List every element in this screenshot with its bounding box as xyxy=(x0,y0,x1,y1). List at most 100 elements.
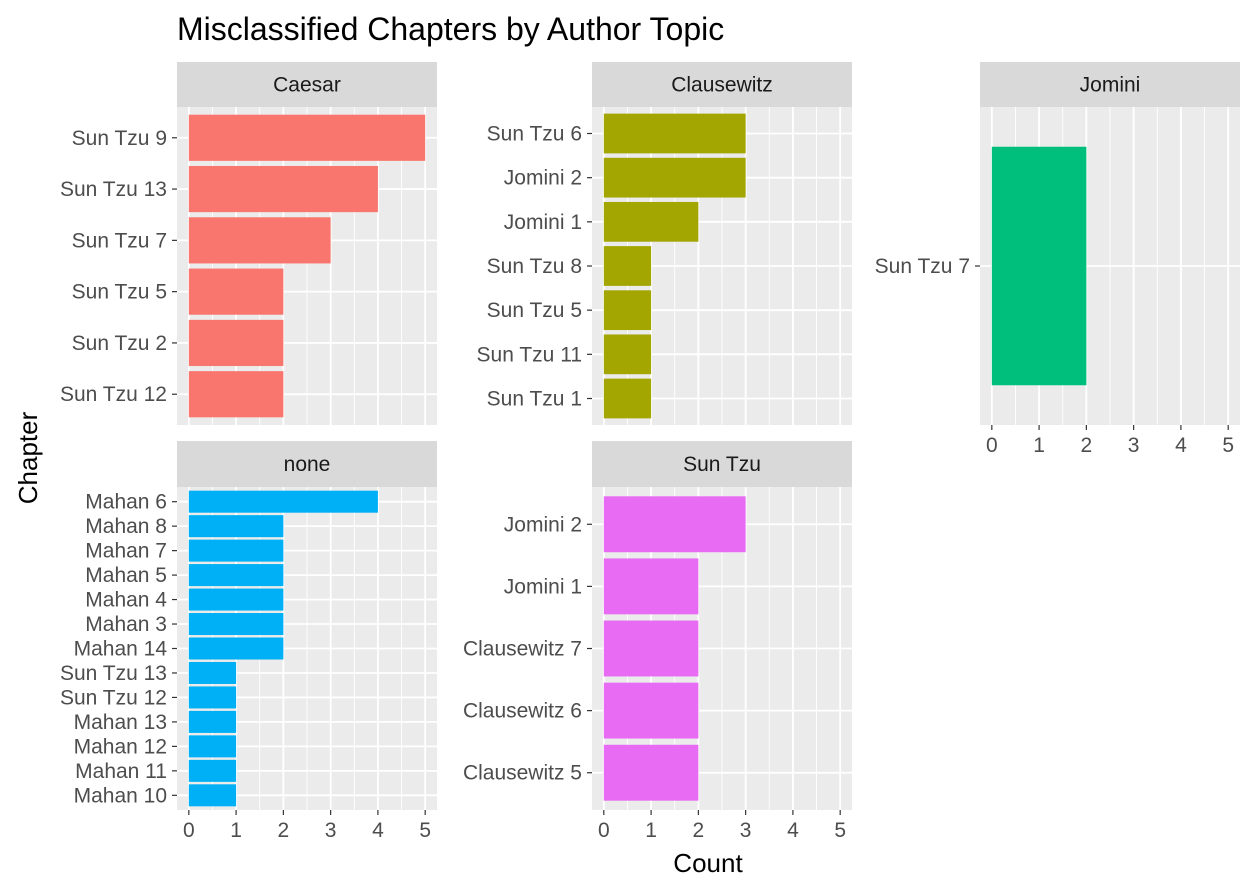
y-tick-label: Mahan 5 xyxy=(85,564,167,587)
y-tick-label: Sun Tzu 13 xyxy=(60,178,167,201)
bar xyxy=(188,637,284,660)
facet-jomini: Jomini Sun Tzu 7 0 1 2 3 4 5 xyxy=(875,62,1240,457)
y-tick-label: Mahan 3 xyxy=(85,613,167,636)
x-tick-label: 4 xyxy=(372,819,384,842)
x-tick-label: 3 xyxy=(1128,434,1140,457)
x-tick-label: 2 xyxy=(278,819,290,842)
bar xyxy=(188,114,426,161)
bar xyxy=(188,735,237,758)
y-tick-label: Sun Tzu 7 xyxy=(875,255,970,278)
x-tick-label: 3 xyxy=(325,819,337,842)
bar xyxy=(188,686,237,709)
y-tick-label: Sun Tzu 7 xyxy=(72,229,167,252)
bar xyxy=(603,113,746,154)
bar xyxy=(188,710,237,733)
x-tick-label: 0 xyxy=(598,819,610,842)
y-tick-label: Mahan 4 xyxy=(85,589,167,612)
facet-strip-label: Caesar xyxy=(273,74,341,97)
y-tick-label: Mahan 8 xyxy=(85,515,167,538)
facet-clausewitz: Clausewitz Sun Tzu 6 Jomini 2 Jomini 1 Sun T… xyxy=(477,62,852,425)
bar xyxy=(188,539,284,562)
y-tick-label: Mahan 14 xyxy=(74,638,168,661)
bar xyxy=(603,682,699,739)
bar xyxy=(188,564,284,587)
y-tick-label: Sun Tzu 5 xyxy=(487,299,582,322)
y-tick-label: Sun Tzu 1 xyxy=(487,388,582,411)
y-tick-label: Mahan 7 xyxy=(85,540,167,563)
x-tick-label: 1 xyxy=(645,819,657,842)
x-tick-label: 0 xyxy=(183,819,195,842)
bar xyxy=(603,558,699,615)
bar xyxy=(188,784,237,807)
bar xyxy=(188,217,331,264)
bar xyxy=(603,246,652,286)
bar xyxy=(603,378,652,419)
facet-strip xyxy=(177,441,437,487)
y-tick-label: Mahan 13 xyxy=(74,711,167,734)
y-tick-label: Jomini 1 xyxy=(504,211,582,234)
bar xyxy=(188,371,284,418)
bar xyxy=(603,620,699,677)
x-tick-label: 5 xyxy=(834,819,846,842)
y-tick-label: Clausewitz 7 xyxy=(463,638,582,661)
y-tick-label: Sun Tzu 12 xyxy=(60,383,167,406)
bar xyxy=(603,334,652,375)
facet-strip xyxy=(980,62,1240,107)
y-tick-label: Clausewitz 5 xyxy=(463,762,582,785)
x-tick-label: 2 xyxy=(693,819,705,842)
y-tick-label: Sun Tzu 2 xyxy=(72,332,167,355)
bar xyxy=(603,157,746,198)
x-tick-label: 3 xyxy=(740,819,752,842)
facet-caesar: Caesar Sun Tzu 9 Sun Tzu 13 Sun Tzu 7 Sun Tz… xyxy=(60,62,437,425)
y-tick-label: Mahan 10 xyxy=(74,784,167,807)
x-axis-title: Count xyxy=(673,848,743,878)
x-tick-label: 4 xyxy=(787,819,799,842)
y-tick-label: Sun Tzu 12 xyxy=(60,686,167,709)
y-tick-label: Sun Tzu 8 xyxy=(487,255,582,278)
y-tick-label: Sun Tzu 13 xyxy=(60,662,167,685)
facet-sun-tzu: Sun Tzu Jomini 2 Jomini 1 Clausewitz 7 Claus… xyxy=(463,441,852,842)
y-tick-label: Sun Tzu 11 xyxy=(477,343,582,366)
x-tick-label: 5 xyxy=(1222,434,1234,457)
facet-strip xyxy=(177,62,437,107)
bar xyxy=(188,268,284,315)
x-tick-label: 1 xyxy=(1033,434,1045,457)
y-tick-label: Jomini 2 xyxy=(504,167,582,190)
y-tick-label: Sun Tzu 6 xyxy=(487,123,582,146)
y-tick-label: Clausewitz 6 xyxy=(463,700,582,723)
bar xyxy=(188,588,284,611)
facet-strip xyxy=(592,441,852,487)
bar xyxy=(603,290,652,331)
y-tick-label: Mahan 12 xyxy=(74,735,167,758)
x-tick-label: 4 xyxy=(1175,434,1187,457)
facet-strip-label: Sun Tzu xyxy=(683,453,761,476)
bar xyxy=(188,165,378,213)
y-tick-label: Jomini 2 xyxy=(504,513,582,536)
x-tick-label: 0 xyxy=(986,434,998,457)
facet-strip-label: Clausewitz xyxy=(671,74,773,97)
x-tick-label: 1 xyxy=(230,819,242,842)
y-tick-label: Jomini 1 xyxy=(504,575,582,598)
bar xyxy=(188,759,237,782)
y-tick-label: Sun Tzu 9 xyxy=(72,127,167,150)
y-tick-label: Mahan 11 xyxy=(75,760,167,783)
bar xyxy=(188,490,378,513)
facet-strip-label: none xyxy=(284,453,331,476)
bar xyxy=(991,146,1087,386)
bar xyxy=(188,515,284,538)
facet-strip xyxy=(592,62,852,107)
facet-strip-label: Jomini xyxy=(1080,74,1141,97)
x-tick-label: 2 xyxy=(1081,434,1093,457)
bar xyxy=(603,201,699,242)
bar xyxy=(603,744,699,801)
y-axis-title: Chapter xyxy=(13,411,43,504)
y-tick-label: Sun Tzu 5 xyxy=(72,281,167,304)
bar xyxy=(188,661,237,684)
y-tick-label: Mahan 6 xyxy=(85,491,167,514)
bar xyxy=(603,496,746,553)
x-tick-label: 5 xyxy=(419,819,431,842)
chart-title: Misclassified Chapters by Author Topic xyxy=(177,11,724,47)
